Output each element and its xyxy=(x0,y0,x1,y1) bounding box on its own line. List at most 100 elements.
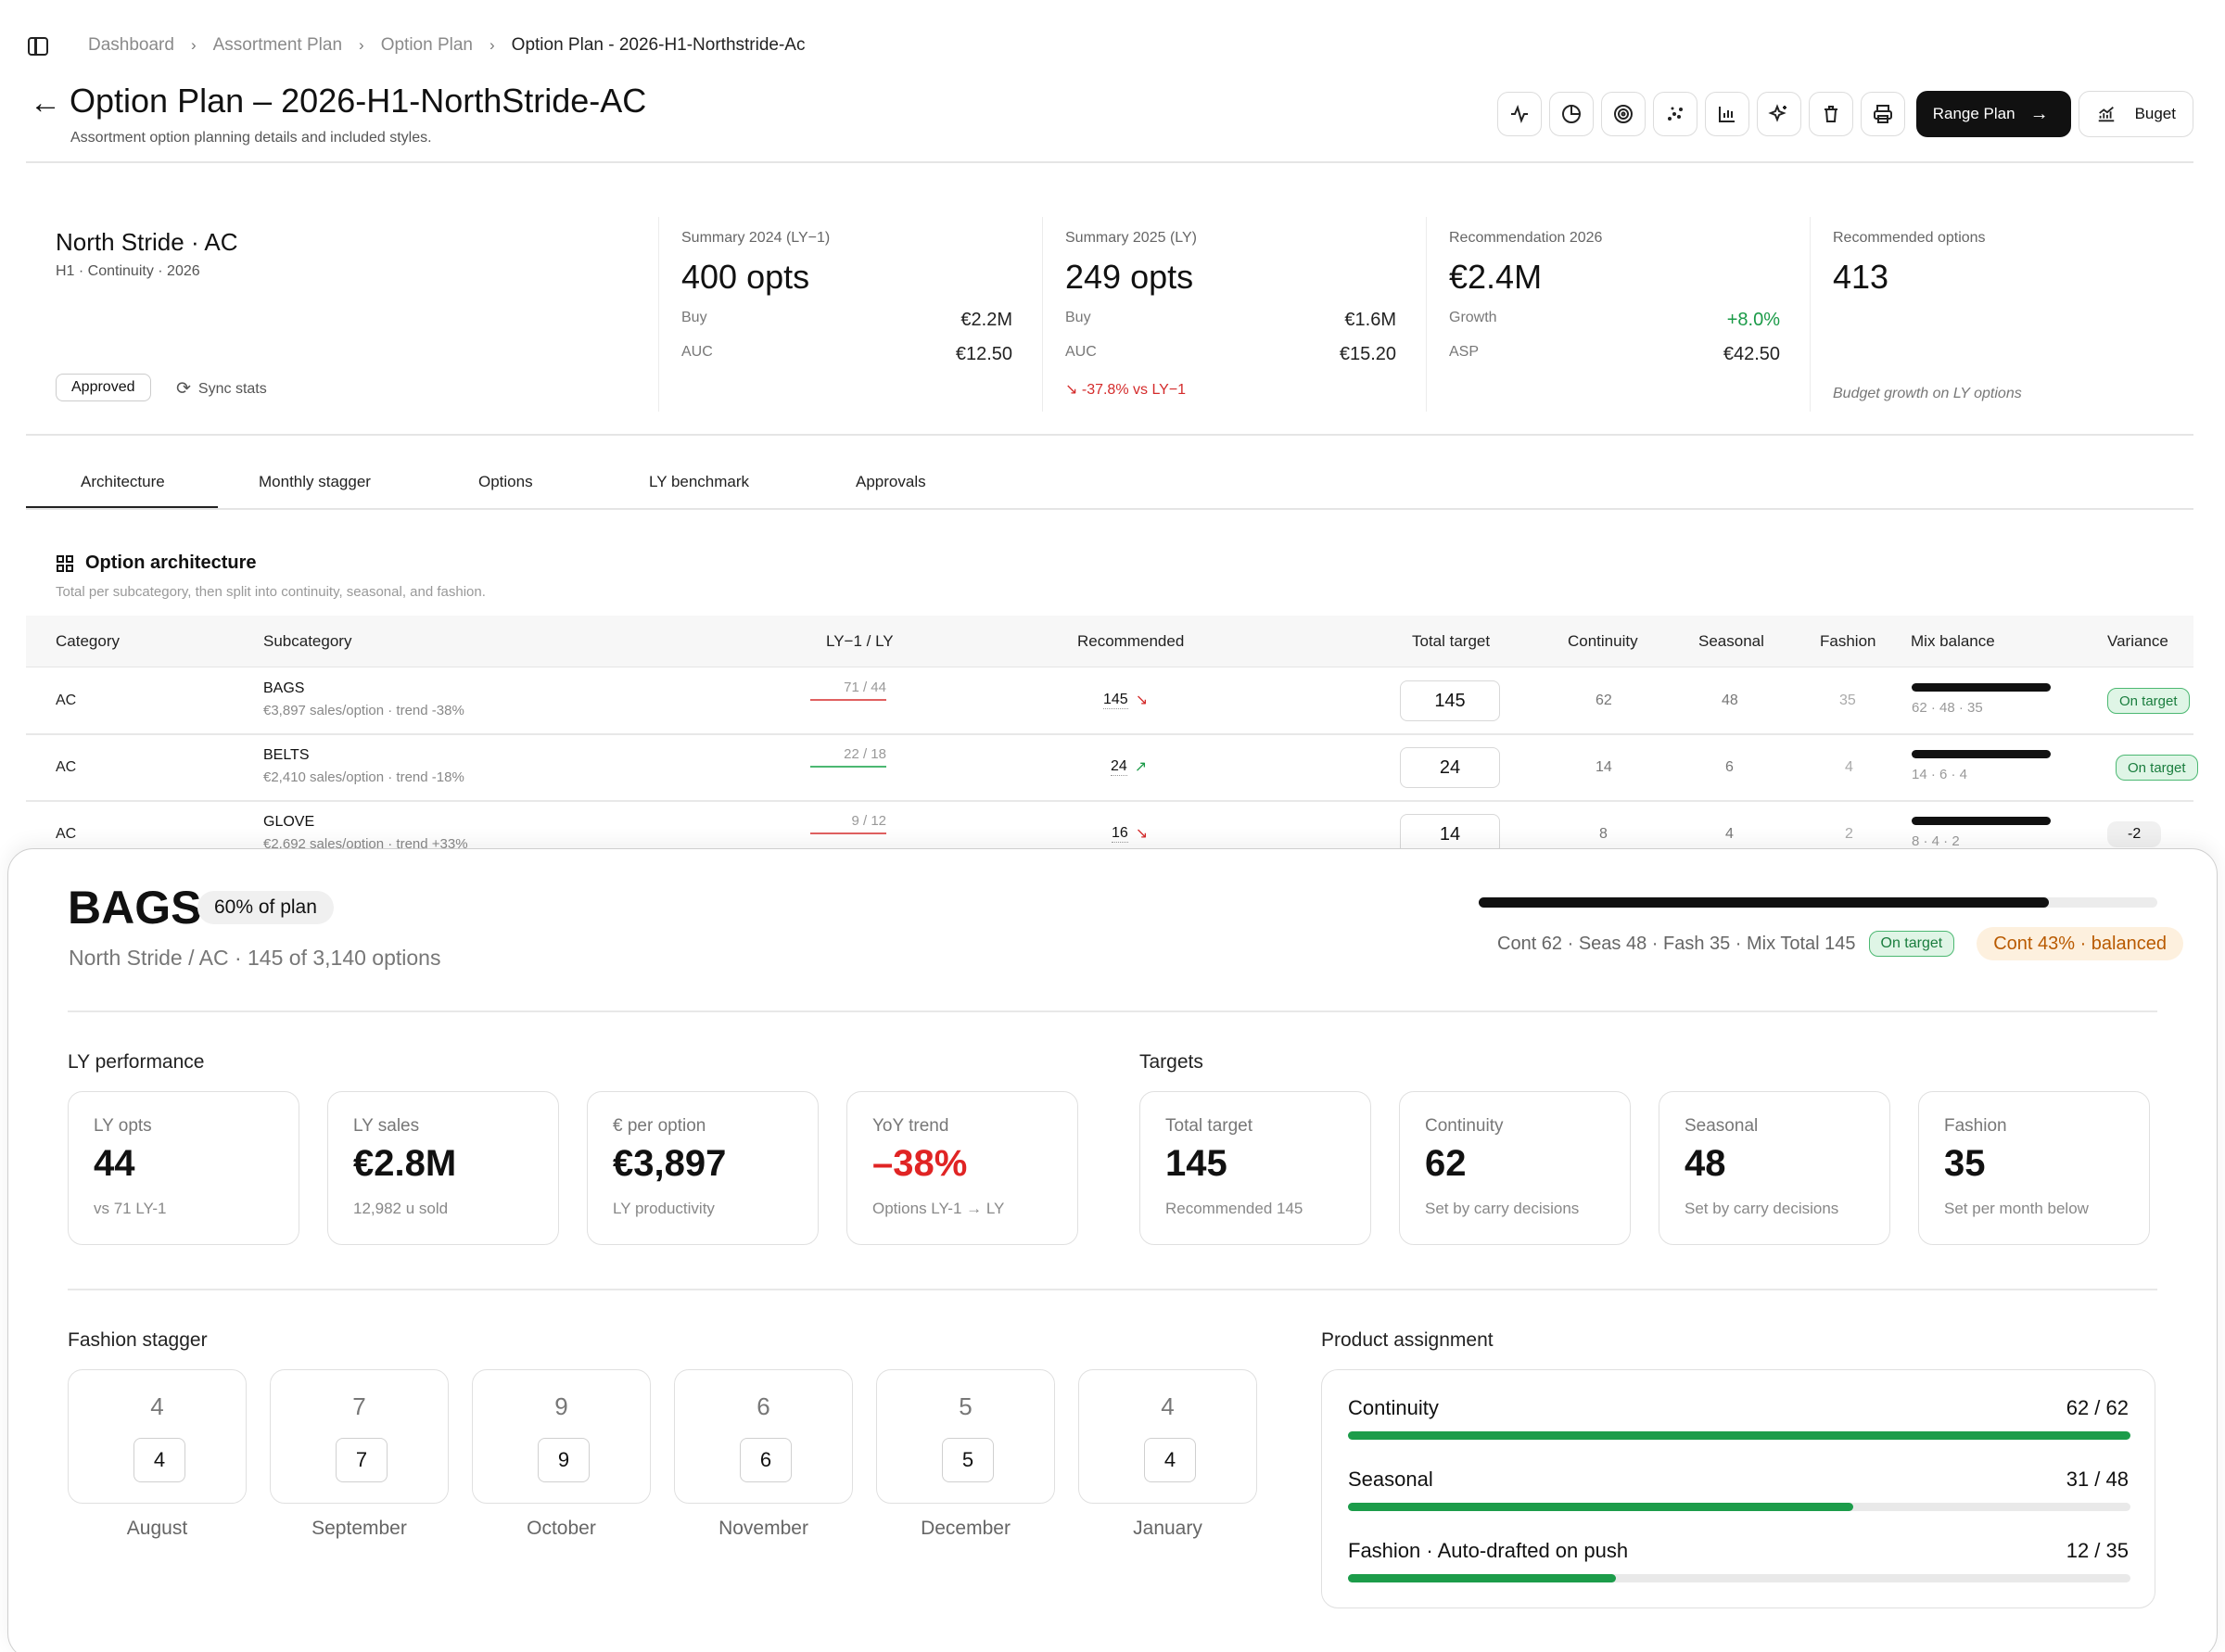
back-arrow-icon[interactable]: ← xyxy=(30,85,61,121)
month-input[interactable]: 6 xyxy=(740,1438,792,1482)
mix-balance-bar xyxy=(1912,750,2051,758)
subcategory-name: BAGS xyxy=(263,680,305,696)
summary-ly-label: Summary 2025 (LY) xyxy=(1065,230,1197,246)
col-lyly[interactable]: LY−1 / LY xyxy=(826,632,894,650)
card-value: €3,897 xyxy=(613,1143,727,1184)
mix-balance-text: 62 · 48 · 35 xyxy=(1912,700,1983,716)
summary-options: Recommended options 413 Budget growth on… xyxy=(1810,217,2193,412)
sync-stats-button[interactable]: ⟳ Sync stats xyxy=(176,378,267,400)
fashion-cell: 4 xyxy=(1845,759,1853,775)
detail-subtitle: North Stride / AC · 145 of 3,140 options xyxy=(69,946,441,970)
mix-summary: Cont 62 · Seas 48 · Fash 35 · Mix Total … xyxy=(1497,927,2183,960)
total-target-input[interactable]: 14 xyxy=(1400,814,1500,855)
month-input[interactable]: 7 xyxy=(336,1438,388,1482)
month-label: August xyxy=(126,1518,188,1539)
card-value: 48 xyxy=(1685,1143,1726,1184)
col-subcategory[interactable]: Subcategory xyxy=(263,632,352,650)
assignment-label: Seasonal xyxy=(1348,1468,1433,1491)
buget-button[interactable]: Buget xyxy=(2078,91,2193,137)
trend-down-icon: ↘ xyxy=(1135,826,1149,842)
total-target-input[interactable]: 24 xyxy=(1400,747,1500,788)
recommended-value: 24 xyxy=(1111,757,1127,776)
print-button[interactable] xyxy=(1860,92,1905,136)
lyly-bar xyxy=(810,766,886,768)
breadcrumb-current: Option Plan - 2026-H1-Northstride-Ac xyxy=(511,35,806,55)
divider xyxy=(68,1289,2157,1290)
month-card-december: 5 5 xyxy=(876,1369,1055,1504)
card-label: LY sales xyxy=(353,1116,420,1136)
month-input[interactable]: 9 xyxy=(538,1438,590,1482)
mix-balance-bar xyxy=(1912,817,2051,825)
category-cell: AC xyxy=(56,826,77,842)
card-label: Fashion xyxy=(1944,1116,2007,1136)
continuity-cell: 62 xyxy=(1596,693,1612,708)
activity-button[interactable] xyxy=(1496,92,1542,136)
buy-label: Buy xyxy=(1065,310,1091,325)
variance-badge: -2 xyxy=(2107,821,2162,847)
delete-button[interactable] xyxy=(1808,92,1853,136)
sparkles-icon xyxy=(1768,104,1786,122)
asp-value: €42.50 xyxy=(1723,344,1780,364)
col-recommended[interactable]: Recommended xyxy=(1077,632,1185,650)
mix-balance-bar xyxy=(1912,683,2051,692)
seasonal-cell: 4 xyxy=(1725,826,1734,842)
row-divider xyxy=(26,800,2193,802)
tab-options[interactable]: Options xyxy=(478,473,533,490)
range-plan-button[interactable]: Range Plan → xyxy=(1915,91,2071,137)
architecture-title: Option architecture xyxy=(56,553,256,574)
tab-monthly-stagger[interactable]: Monthly stagger xyxy=(259,473,371,490)
col-variance[interactable]: Variance xyxy=(2107,632,2168,650)
table-row[interactable]: AC GLOVE €2,692 sales/option · trend +33… xyxy=(0,801,2225,857)
assignment-fill xyxy=(1348,1503,1854,1511)
col-category[interactable]: Category xyxy=(56,632,120,650)
month-label: December xyxy=(921,1518,1011,1539)
breadcrumb-dashboard[interactable]: Dashboard xyxy=(88,35,174,55)
card-value: 35 xyxy=(1944,1143,1986,1184)
card-sub: LY productivity xyxy=(613,1200,715,1217)
breadcrumb-option-plan[interactable]: Option Plan xyxy=(380,35,473,55)
col-seasonal[interactable]: Seasonal xyxy=(1698,632,1764,650)
bar-chart-button[interactable] xyxy=(1704,92,1749,136)
month-card-november: 6 6 xyxy=(674,1369,853,1504)
sidebar-toggle-icon[interactable] xyxy=(28,37,48,56)
mix-balance-text: 14 · 6 · 4 xyxy=(1912,767,1968,782)
month-card-october: 9 9 xyxy=(472,1369,651,1504)
printer-icon xyxy=(1873,105,1892,123)
divider xyxy=(68,1010,2157,1012)
col-total-target[interactable]: Total target xyxy=(1412,632,1491,650)
table-row[interactable]: AC BELTS €2,410 sales/option · trend -18… xyxy=(0,734,2225,801)
month-input[interactable]: 4 xyxy=(1144,1438,1196,1482)
col-mix-balance[interactable]: Mix balance xyxy=(1911,632,1995,650)
card-sub: 12,982 u sold xyxy=(353,1200,449,1217)
col-continuity[interactable]: Continuity xyxy=(1568,632,1638,650)
month-input[interactable]: 5 xyxy=(942,1438,994,1482)
auc-value: €12.50 xyxy=(955,344,1012,364)
mix-balance-text: 8 · 4 · 2 xyxy=(1912,833,1960,849)
plan-share-badge: 60% of plan xyxy=(197,891,334,924)
total-target-input[interactable]: 145 xyxy=(1400,680,1500,721)
lyly-bar xyxy=(810,699,886,701)
breadcrumb-assortment-plan[interactable]: Assortment Plan xyxy=(212,35,343,55)
subcategory-name: GLOVE xyxy=(263,814,315,830)
trend-up-icon: ↗ xyxy=(1134,759,1148,775)
month-recommended: 6 xyxy=(756,1392,770,1420)
tab-architecture[interactable]: Architecture xyxy=(81,473,165,490)
month-card-august: 4 4 xyxy=(68,1369,247,1504)
mix-progress-fill xyxy=(1479,897,2049,908)
table-row[interactable]: AC BAGS €3,897 sales/option · trend -38%… xyxy=(0,667,2225,734)
mix-warning-badge: Cont 43% · balanced xyxy=(1977,927,2183,960)
tab-ly-benchmark[interactable]: LY benchmark xyxy=(649,473,750,490)
targets-title: Targets xyxy=(1139,1051,1203,1073)
assignment-label: Fashion · Auto-drafted on push xyxy=(1348,1539,1629,1562)
month-input[interactable]: 4 xyxy=(134,1438,185,1482)
tab-approvals[interactable]: Approvals xyxy=(856,473,926,490)
scatter-button[interactable] xyxy=(1652,92,1697,136)
target-button[interactable] xyxy=(1600,92,1646,136)
col-fashion[interactable]: Fashion xyxy=(1820,632,1876,650)
sparkles-button[interactable] xyxy=(1756,92,1801,136)
category-cell: AC xyxy=(56,693,77,708)
pie-chart-button[interactable] xyxy=(1548,92,1594,136)
detail-title: BAGS xyxy=(68,882,202,934)
ly-change-text: -37.8% vs LY−1 xyxy=(1081,382,1187,398)
summary-recommendation: Recommendation 2026 €2.4M Growth +8.0% AS… xyxy=(1426,217,1810,412)
